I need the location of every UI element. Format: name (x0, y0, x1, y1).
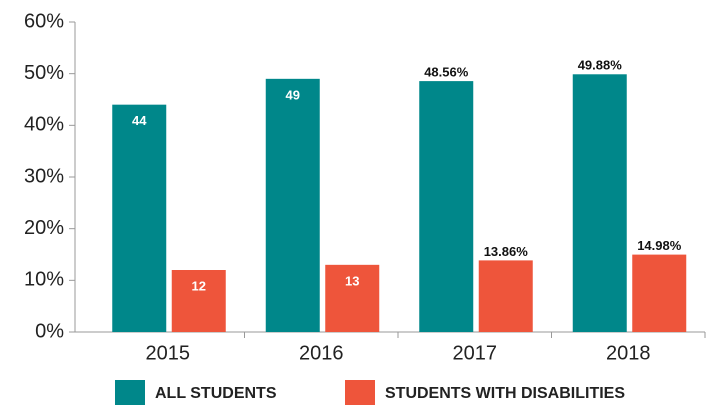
y-tick-label: 60% (24, 10, 64, 32)
legend-label: STUDENTS WITH DISABILITIES (385, 385, 625, 402)
bar (478, 260, 533, 332)
x-tick-label: 2017 (453, 342, 498, 364)
bar (632, 254, 687, 332)
x-tick-label: 2015 (146, 342, 191, 364)
bar (265, 78, 320, 332)
legend-swatch (115, 380, 145, 405)
y-tick-label: 0% (35, 320, 64, 342)
y-tick-label: 40% (24, 114, 64, 136)
data-label: 49.88% (578, 58, 623, 73)
x-tick-label: 2018 (606, 342, 651, 364)
bar (325, 264, 380, 332)
bar (419, 81, 474, 333)
data-label: 12 (192, 278, 206, 293)
bar (572, 74, 627, 332)
y-tick-label: 20% (24, 217, 64, 239)
legend-swatch (345, 380, 375, 405)
legend-label: ALL STUDENTS (155, 385, 277, 402)
data-label: 44 (132, 113, 147, 128)
data-label: 13.86% (484, 244, 529, 259)
data-label: 14.98% (637, 238, 682, 253)
bar (171, 270, 226, 332)
data-label: 13 (345, 273, 359, 288)
data-label: 49 (286, 87, 300, 102)
data-label: 48.56% (424, 65, 469, 80)
x-tick-label: 2016 (299, 342, 344, 364)
y-tick-label: 30% (24, 165, 64, 187)
y-tick-label: 50% (24, 62, 64, 84)
bar (112, 104, 167, 333)
y-tick-label: 10% (24, 269, 64, 291)
